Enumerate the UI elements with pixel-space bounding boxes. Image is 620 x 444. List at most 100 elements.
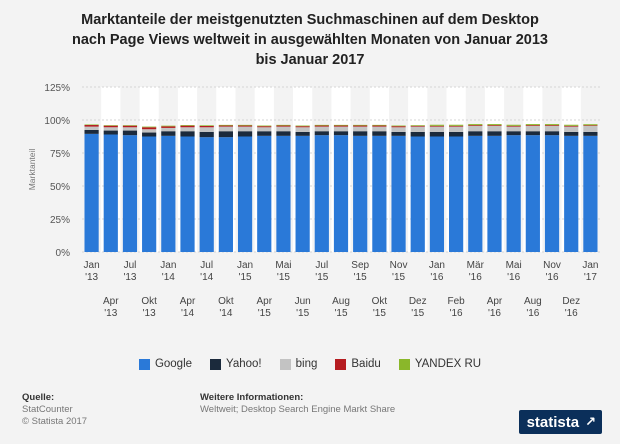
legend-item-yandex[interactable]: YANDEX RU <box>398 358 481 370</box>
bar-google <box>103 134 118 252</box>
x-tick-label: '14 <box>200 272 213 283</box>
bar-google <box>161 135 176 252</box>
x-tick-label: '15 <box>315 272 328 283</box>
bar-google <box>314 135 329 252</box>
bar-yandex <box>353 124 368 126</box>
bar-yahoo <box>544 131 560 136</box>
bar-yahoo <box>199 131 214 138</box>
x-tick-label: '15 <box>258 308 271 319</box>
bar-google <box>410 136 425 252</box>
legend-item-baidu[interactable]: Baidu <box>335 358 381 370</box>
bar-baidu <box>161 126 176 128</box>
legend-item-google[interactable]: Google <box>138 358 193 370</box>
bar-yandex <box>314 124 329 126</box>
x-tick-label: Mai <box>506 260 522 271</box>
x-tick-label: '13 <box>123 272 136 283</box>
x-tick-label: Jan <box>237 260 253 271</box>
bar-google <box>487 135 502 252</box>
bar-yandex <box>525 124 540 126</box>
bar-yandex <box>84 124 99 126</box>
x-tick-label: Apr <box>256 296 272 307</box>
bar-bing <box>276 126 291 132</box>
bar-baidu <box>180 125 195 128</box>
x-tick-label: Jan <box>160 260 176 271</box>
bar-baidu <box>468 125 483 126</box>
bar-baidu <box>372 125 387 127</box>
bar-yahoo <box>583 131 598 136</box>
legend-swatch-google <box>138 358 150 370</box>
bar-bing <box>103 127 118 131</box>
legend-item-bing[interactable]: bing <box>279 358 317 370</box>
x-tick-label: '15 <box>373 308 386 319</box>
bar-baidu <box>314 125 329 127</box>
y-tick-label: 50% <box>50 182 70 193</box>
bar-yahoo <box>487 131 502 136</box>
x-tick-label: Jan <box>84 260 100 271</box>
bar-bing <box>84 126 99 130</box>
title-line-3: bis Januar 2017 <box>255 52 365 68</box>
x-tick-label: Apr <box>487 296 503 307</box>
bar-yandex <box>161 125 176 127</box>
bar-yandex <box>257 125 272 127</box>
bar-google <box>468 135 483 252</box>
x-tick-label: Nov <box>390 260 408 271</box>
bar-google <box>525 135 540 252</box>
legend: Google Yahoo! bing Baidu YANDEX RU <box>0 358 620 370</box>
bar-yahoo <box>84 129 99 134</box>
bar-yahoo <box>180 131 195 137</box>
bar-bing <box>122 127 138 131</box>
bar-bing <box>237 126 253 132</box>
bar-yahoo <box>449 131 464 137</box>
y-tick-label: 100% <box>44 116 70 127</box>
bar-yahoo <box>410 131 425 137</box>
bar-google <box>564 135 579 252</box>
arrow-icon: ↗ <box>585 414 596 429</box>
y-tick-label: 25% <box>50 215 70 226</box>
bar-google <box>295 135 310 252</box>
x-tick-label: Apr <box>103 296 119 307</box>
bar-bing <box>372 126 387 132</box>
bar-google <box>199 137 214 252</box>
x-tick-label: Okt <box>372 296 388 307</box>
bar-baidu <box>84 125 99 127</box>
bar-google <box>583 135 598 252</box>
bar-bing <box>353 126 368 132</box>
bar-yahoo <box>103 130 118 135</box>
x-tick-label: Mai <box>275 260 291 271</box>
source-line-1[interactable]: StatCounter <box>22 404 73 415</box>
bar-google <box>449 136 464 252</box>
x-tick-label: Nov <box>543 260 561 271</box>
bar-google <box>544 135 560 252</box>
bar-baidu <box>237 125 253 127</box>
statista-logo[interactable]: statista ↗ <box>518 410 602 434</box>
bar-baidu <box>525 125 540 126</box>
bar-bing <box>506 126 521 132</box>
x-tick-label: '15 <box>296 308 309 319</box>
bar-baidu <box>410 125 425 127</box>
bar-baidu <box>506 125 521 127</box>
bar-baidu <box>122 125 138 128</box>
x-tick-label: Aug <box>524 296 542 307</box>
bar-bing <box>487 125 502 132</box>
x-tick-label: '16 <box>469 272 482 283</box>
x-tick-label: '14 <box>162 272 175 283</box>
bar-yandex <box>199 125 214 126</box>
bar-yahoo <box>218 131 233 138</box>
bar-yandex <box>237 124 253 126</box>
y-tick-label: 75% <box>50 149 70 160</box>
bar-bing <box>180 127 195 132</box>
x-tick-label: Okt <box>218 296 234 307</box>
bar-baidu <box>353 125 368 127</box>
x-tick-label: Apr <box>180 296 196 307</box>
legend-label-google: Google <box>154 358 193 370</box>
legend-item-yahoo[interactable]: Yahoo! <box>210 358 262 370</box>
bar-yahoo <box>525 131 540 136</box>
bar-baidu <box>564 125 579 127</box>
bar-yahoo <box>506 131 521 136</box>
source-heading: Quelle: <box>22 392 55 403</box>
legend-swatch-yahoo <box>210 358 222 370</box>
bar-bing <box>564 126 579 132</box>
bar-google <box>180 136 195 252</box>
x-tick-label: Jul <box>200 260 213 271</box>
x-tick-label: Feb <box>447 296 465 307</box>
